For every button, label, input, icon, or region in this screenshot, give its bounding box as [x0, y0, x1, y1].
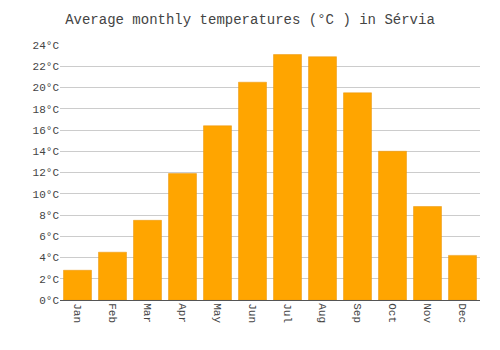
svg-text:12°C: 12°C — [33, 167, 60, 179]
svg-text:Mar: Mar — [141, 303, 153, 323]
svg-text:0°C: 0°C — [39, 295, 59, 307]
svg-text:Average monthly temperatures (: Average monthly temperatures (°C ) in Sé… — [65, 12, 435, 28]
svg-text:Aug: Aug — [316, 303, 328, 323]
svg-text:Jun: Jun — [246, 303, 258, 323]
svg-text:Oct: Oct — [386, 303, 398, 323]
svg-text:14°C: 14°C — [33, 146, 60, 158]
svg-text:8°C: 8°C — [39, 210, 59, 222]
svg-text:20°C: 20°C — [33, 82, 60, 94]
svg-text:Nov: Nov — [421, 303, 433, 323]
svg-text:6°C: 6°C — [39, 231, 59, 243]
svg-text:18°C: 18°C — [33, 104, 60, 116]
svg-text:4°C: 4°C — [39, 252, 59, 264]
svg-text:Jul: Jul — [281, 303, 293, 323]
svg-text:Jan: Jan — [71, 303, 83, 323]
svg-text:Dec: Dec — [456, 303, 468, 323]
svg-text:Feb: Feb — [106, 303, 118, 323]
svg-text:Sep: Sep — [351, 303, 363, 323]
svg-text:10°C: 10°C — [33, 189, 60, 201]
svg-text:24°C: 24°C — [33, 40, 60, 52]
svg-text:May: May — [211, 303, 223, 323]
svg-text:Apr: Apr — [176, 303, 188, 323]
svg-text:16°C: 16°C — [33, 125, 60, 137]
svg-text:22°C: 22°C — [33, 61, 60, 73]
svg-text:2°C: 2°C — [39, 274, 59, 286]
